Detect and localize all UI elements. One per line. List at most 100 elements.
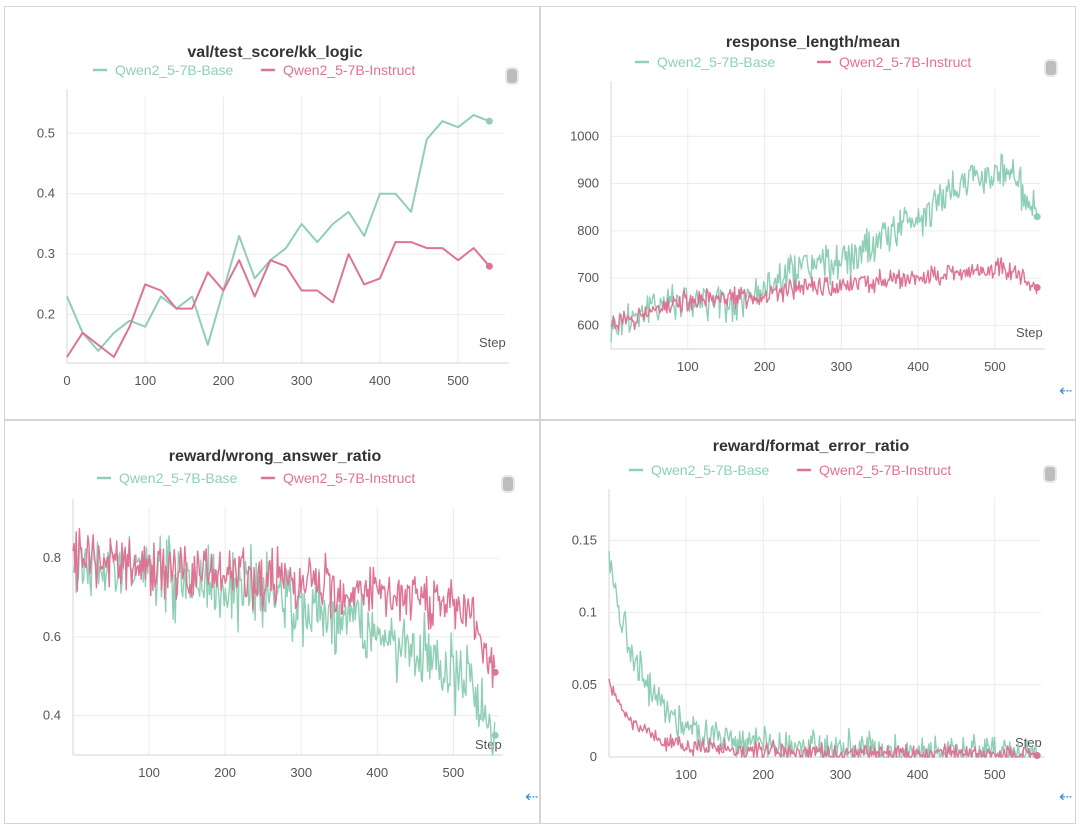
- data-point: [332, 301, 334, 303]
- panel-menu-icon[interactable]: [501, 475, 515, 493]
- expand-arrow-icon[interactable]: ⇠: [1059, 787, 1073, 806]
- legend-item: Qwen2_5-7B-Instruct: [283, 470, 415, 486]
- y-tick-label: 0.5: [37, 125, 55, 140]
- data-point: [410, 241, 412, 243]
- data-point: [410, 211, 412, 213]
- x-tick-label: 0: [63, 373, 70, 388]
- series-endpoint: [485, 117, 493, 125]
- data-point: [316, 241, 318, 243]
- y-tick-label: 700: [577, 270, 599, 285]
- x-tick-label: 300: [831, 359, 853, 374]
- x-tick-label: 500: [984, 767, 1006, 782]
- data-point: [254, 277, 256, 279]
- data-point: [128, 319, 130, 321]
- x-tick-label: 200: [754, 359, 776, 374]
- data-point: [332, 223, 334, 225]
- x-tick-label: 400: [907, 767, 929, 782]
- data-point: [191, 307, 193, 309]
- data-point: [441, 120, 443, 122]
- y-tick-label: 600: [577, 317, 599, 332]
- x-tick-label: 100: [677, 359, 699, 374]
- legend-item: Qwen2_5-7B-Base: [651, 462, 770, 478]
- series-line-instruct: [72, 527, 496, 689]
- y-tick-label: 0.4: [43, 708, 61, 723]
- data-point: [207, 271, 209, 273]
- x-tick-label: 400: [366, 765, 388, 780]
- x-tick-label: 400: [907, 359, 929, 374]
- data-point: [394, 193, 396, 195]
- legend-item: Qwen2_5-7B-Base: [119, 470, 238, 486]
- series-endpoint: [1033, 284, 1041, 292]
- data-point: [426, 247, 428, 249]
- data-point: [347, 211, 349, 213]
- data-point: [66, 295, 68, 297]
- y-tick-label: 0.1: [579, 605, 597, 620]
- chart-title: response_length/mean: [726, 34, 900, 51]
- series-endpoint: [491, 731, 499, 739]
- data-point: [81, 332, 83, 334]
- series-line-instruct: [610, 257, 1038, 332]
- x-tick-label: 100: [134, 373, 156, 388]
- data-point: [285, 247, 287, 249]
- x-tick-label: 200: [752, 767, 774, 782]
- y-tick-label: 0.6: [43, 629, 61, 644]
- expand-arrow-icon[interactable]: ⇠: [1059, 381, 1073, 400]
- x-tick-label: 300: [291, 373, 313, 388]
- data-point: [222, 289, 224, 291]
- x-tick-label: 300: [290, 765, 312, 780]
- data-point: [113, 332, 115, 334]
- series-endpoint: [1033, 213, 1041, 221]
- data-point: [207, 344, 209, 346]
- series-line-base: [72, 535, 496, 756]
- x-tick-label: 400: [369, 373, 391, 388]
- y-tick-label: 0.2: [37, 307, 55, 322]
- y-tick-label: 800: [577, 223, 599, 238]
- x-tick-label: 500: [984, 359, 1006, 374]
- series-line-instruct: [608, 678, 1038, 758]
- chart-title: val/test_score/kk_logic: [187, 44, 362, 61]
- legend-item: Qwen2_5-7B-Instruct: [283, 62, 415, 78]
- y-tick-label: 0: [590, 749, 597, 764]
- panel-menu-icon[interactable]: [1043, 465, 1057, 483]
- x-tick-label: 300: [830, 767, 852, 782]
- data-point: [426, 138, 428, 140]
- data-point: [488, 265, 490, 267]
- data-point: [66, 356, 68, 358]
- chart-title: reward/wrong_answer_ratio: [169, 448, 382, 465]
- data-point: [363, 235, 365, 237]
- expand-arrow-icon[interactable]: ⇠: [525, 787, 539, 806]
- y-tick-label: 0.05: [572, 677, 597, 692]
- chart-svg-response-length: response_length/mean Qwen2_5-7B-Base Qwen2…: [570, 34, 1045, 374]
- panel-menu-icon[interactable]: [1044, 59, 1058, 77]
- data-point: [144, 326, 146, 328]
- y-tick-label: 900: [577, 176, 599, 191]
- legend-item: Qwen2_5-7B-Base: [115, 62, 234, 78]
- data-point: [160, 289, 162, 291]
- x-axis-label: Step: [1016, 325, 1043, 340]
- x-axis-label: Step: [479, 335, 506, 350]
- series-endpoint: [1033, 752, 1041, 760]
- data-point: [457, 259, 459, 261]
- series-endpoint: [491, 668, 499, 676]
- x-tick-label: 100: [138, 765, 160, 780]
- series-line-instruct: [66, 241, 491, 358]
- data-point: [457, 126, 459, 128]
- data-point: [113, 356, 115, 358]
- y-tick-label: 0.15: [572, 532, 597, 547]
- data-point: [254, 295, 256, 297]
- data-point: [238, 235, 240, 237]
- data-point: [473, 114, 475, 116]
- data-point: [363, 283, 365, 285]
- data-point: [191, 295, 193, 297]
- x-tick-label: 200: [213, 373, 235, 388]
- legend-item: Qwen2_5-7B-Instruct: [839, 54, 971, 70]
- data-point: [379, 193, 381, 195]
- data-point: [97, 350, 99, 352]
- data-point: [128, 326, 130, 328]
- data-point: [379, 277, 381, 279]
- data-point: [144, 283, 146, 285]
- panel-menu-icon[interactable]: [505, 67, 519, 85]
- data-point: [285, 265, 287, 267]
- series-endpoint: [485, 262, 493, 270]
